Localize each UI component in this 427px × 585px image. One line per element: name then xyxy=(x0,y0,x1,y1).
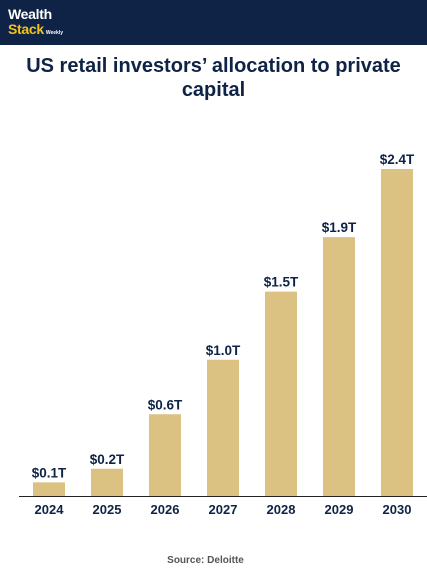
bar-2027 xyxy=(207,359,239,496)
logo-line-1: Wealth xyxy=(8,6,52,22)
x-tick-2026: 2026 xyxy=(151,502,180,517)
source-note: Source: Deloitte xyxy=(167,555,244,566)
bar-2029 xyxy=(323,237,355,496)
logo-weekly-text: Weekly xyxy=(45,30,64,36)
x-tick-2024: 2024 xyxy=(35,502,65,517)
data-label-2030: $2.4T xyxy=(380,152,415,167)
x-tick-2028: 2028 xyxy=(267,502,296,517)
data-label-2025: $0.2T xyxy=(90,452,125,467)
bar-2025 xyxy=(91,468,123,496)
x-tick-2027: 2027 xyxy=(209,502,238,517)
data-label-2026: $0.6T xyxy=(148,397,183,412)
data-labels-group: $0.1T $0.2T $0.6T $1.0T $1.5T $1.9T $2.4T xyxy=(32,152,415,480)
data-label-2024: $0.1T xyxy=(32,465,67,480)
bar-2024 xyxy=(33,482,65,496)
x-tick-2025: 2025 xyxy=(93,502,122,517)
logo-line-2: Stack Weekly xyxy=(8,22,63,38)
bar-2026 xyxy=(149,414,181,496)
wealth-stack-weekly-logo[interactable]: Wealth Stack Weekly xyxy=(8,7,63,38)
data-label-2028: $1.5T xyxy=(264,275,299,290)
bars-group xyxy=(33,169,413,496)
data-label-2029: $1.9T xyxy=(322,220,357,235)
logo-stack-text: Stack xyxy=(8,21,44,37)
x-ticks-group: 2024 2025 2026 2027 2028 2029 2030 xyxy=(35,502,412,517)
data-label-2027: $1.0T xyxy=(206,343,241,358)
chart-title: US retail investors’ allocation to priva… xyxy=(26,55,401,101)
bar-2030 xyxy=(381,169,413,496)
header-bar: Wealth Stack Weekly xyxy=(0,0,427,45)
x-tick-2029: 2029 xyxy=(325,502,354,517)
x-tick-2030: 2030 xyxy=(383,502,412,517)
bar-2028 xyxy=(265,291,297,496)
